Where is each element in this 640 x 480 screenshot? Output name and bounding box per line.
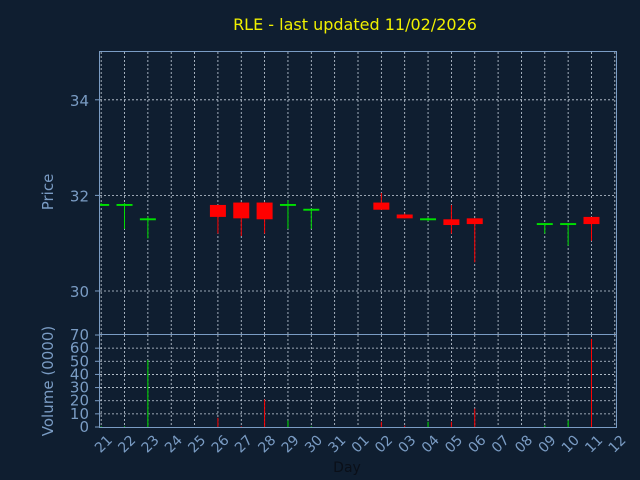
candle-body xyxy=(583,216,600,225)
x-axis-label: Day xyxy=(333,460,361,476)
candle-body xyxy=(233,202,250,219)
volume-tick-label: 50 xyxy=(70,352,89,370)
price-y-ticks: 30 32 34 xyxy=(70,92,100,301)
volume-bars xyxy=(100,338,592,427)
price-grid xyxy=(100,52,616,334)
x-tick-labels: 21 22 23 24 25 26 27 28 29 30 31 01 02 03 04 05 06 07 08 09… xyxy=(92,432,630,456)
candle-body xyxy=(373,202,390,210)
candle-body xyxy=(560,223,577,226)
price-tick-label: 34 xyxy=(70,92,89,110)
volume-tick-label: 40 xyxy=(70,365,89,383)
volume-tick-label: 30 xyxy=(70,379,89,397)
price-tick-label: 30 xyxy=(70,283,89,301)
volume-tick-label: 0 xyxy=(79,418,89,436)
candle-body xyxy=(100,203,110,206)
candle-body xyxy=(139,218,156,221)
volume-tick-label: 60 xyxy=(70,339,89,357)
candle-body xyxy=(443,219,460,226)
volume-tick-label: 10 xyxy=(70,405,89,423)
candle-body xyxy=(466,218,483,225)
price-axis-label: Price xyxy=(39,174,57,211)
price-tick-label: 32 xyxy=(70,187,89,205)
price-panel: 30 32 34 Price xyxy=(39,51,617,335)
candles xyxy=(100,193,600,263)
candle-body xyxy=(303,208,320,211)
candle-body xyxy=(279,203,296,206)
candle-body xyxy=(420,218,437,221)
volume-tick-label: 70 xyxy=(70,326,89,344)
candle-body xyxy=(256,202,273,220)
candle-body xyxy=(209,204,226,217)
volume-frame xyxy=(99,334,617,428)
candle-body xyxy=(536,223,553,226)
volume-tick-label: 20 xyxy=(70,392,89,410)
candle-body xyxy=(116,203,133,206)
chart-title: RLE - last updated 11/02/2026 xyxy=(233,15,477,34)
candle-body xyxy=(396,214,413,219)
volume-axis-label: Volume (0000) xyxy=(39,326,57,436)
